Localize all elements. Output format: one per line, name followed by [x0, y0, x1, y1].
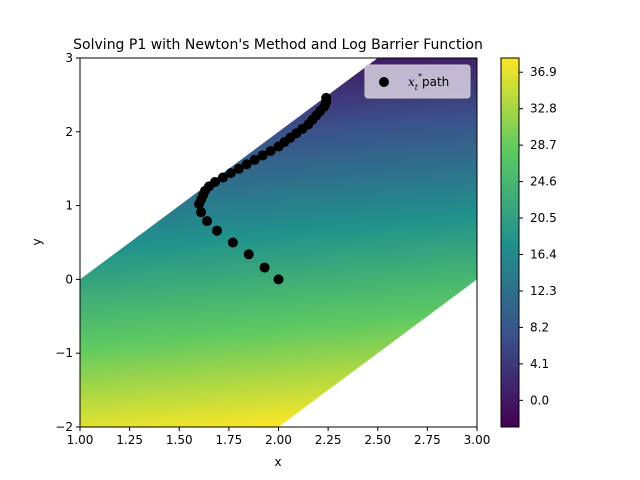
path-point	[209, 176, 220, 187]
y-tick-label: 2	[65, 125, 73, 139]
colorbar-tick-label: 16.4	[530, 248, 557, 262]
y-tick-label: 1	[65, 199, 73, 213]
colorbar-ticks: 36.9 32.8 28.7 24.6 20.5 16.4 12.3 8.2 4.1 0.0	[519, 65, 557, 407]
heatmap-band	[80, 58, 477, 427]
x-axis: 1.00 1.25 1.50 1.75 2.00 2.25 2.50 2.75 3.00	[67, 427, 491, 447]
x-tick-label: 2.00	[265, 433, 292, 447]
colorbar-tick-label: 0.0	[530, 393, 549, 407]
x-tick-label: 1.00	[67, 433, 94, 447]
colorbar-tick-label: 32.8	[530, 102, 557, 116]
path-point	[233, 163, 244, 174]
colorbar-tick-label: 36.9	[530, 65, 557, 79]
path-point	[259, 262, 270, 273]
x-tick-label: 3.00	[464, 433, 491, 447]
x-tick-label: 1.75	[216, 433, 243, 447]
legend[interactable]: xt*path	[364, 64, 471, 99]
colorbar-tick-label: 12.3	[530, 284, 557, 298]
y-axis: −2 −1 0 1 2 3	[55, 51, 80, 434]
legend-box	[364, 64, 471, 99]
path-point	[241, 159, 252, 170]
colorbar-tick-label: 24.6	[530, 175, 557, 189]
x-tick-label: 2.75	[414, 433, 441, 447]
x-tick-label: 2.50	[364, 433, 391, 447]
path-point	[225, 168, 236, 179]
path-point	[249, 154, 260, 165]
path-point	[211, 225, 222, 236]
colorbar-tick-label: 28.7	[530, 138, 557, 152]
y-tick-label: −2	[55, 420, 73, 434]
x-tick-label: 1.50	[166, 433, 193, 447]
y-axis-label: y	[30, 238, 44, 245]
path-point	[257, 150, 268, 161]
path-point	[243, 249, 254, 260]
colorbar-tick-label: 4.1	[530, 357, 549, 371]
path-point	[196, 207, 207, 218]
path-point	[273, 274, 284, 285]
path-point	[202, 216, 213, 227]
y-tick-label: −1	[55, 346, 73, 360]
colorbar: 36.9 32.8 28.7 24.6 20.5 16.4 12.3 8.2 4.1 0.0	[500, 57, 557, 428]
legend-marker	[379, 77, 389, 87]
colorbar-gradient	[500, 57, 520, 428]
y-tick-label: 3	[65, 51, 73, 65]
path-point	[217, 172, 228, 183]
colorbar-tick-label: 20.5	[530, 211, 557, 225]
y-tick-label: 0	[65, 272, 73, 286]
colorbar-tick-label: 8.2	[530, 320, 549, 334]
path-point	[321, 92, 332, 103]
plot-area	[80, 58, 477, 427]
path-point	[265, 145, 276, 156]
path-point	[227, 237, 238, 248]
x-tick-label: 1.25	[116, 433, 143, 447]
x-axis-label: x	[274, 455, 281, 469]
scatter-layer	[194, 92, 332, 285]
x-tick-label: 2.25	[315, 433, 342, 447]
chart-title: Solving P1 with Newton's Method and Log …	[73, 37, 483, 53]
legend-label: xt*path	[408, 72, 449, 92]
